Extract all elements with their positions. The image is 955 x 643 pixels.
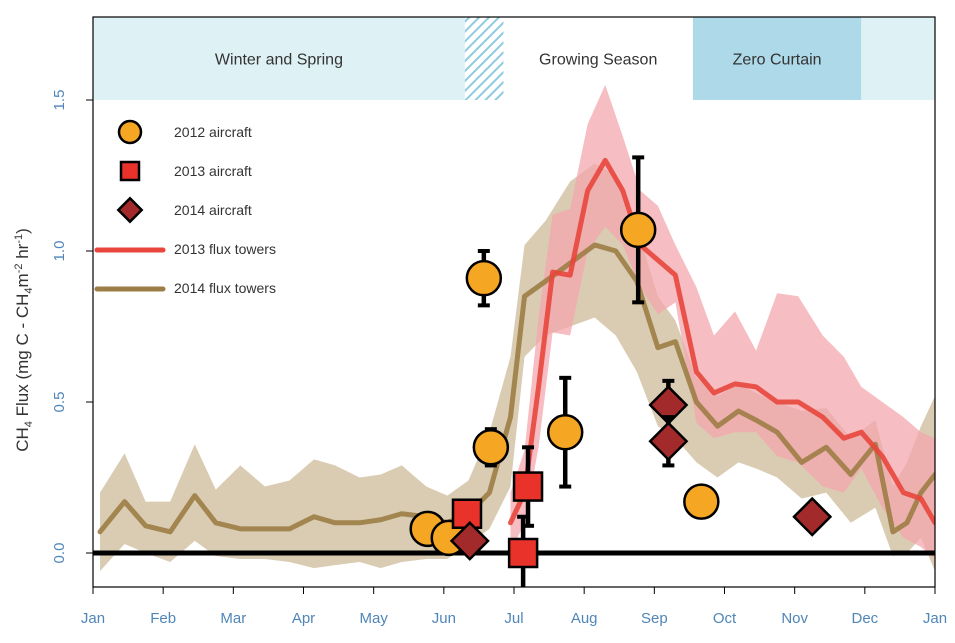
season-band-3 [692, 17, 862, 100]
season-band-0 [93, 17, 465, 100]
aircraft-point-square [507, 537, 539, 569]
x-tick-label: Jan [923, 610, 947, 627]
legend-label: 2014 flux towers [174, 280, 276, 296]
season-label: Zero Curtain [733, 52, 822, 69]
series-line-0 [97, 242, 935, 535]
x-tick-label: Jun [432, 610, 456, 627]
season-band-2 [503, 17, 693, 100]
y-tick-label: 0.5 [51, 392, 68, 413]
aircraft-point-square [451, 498, 483, 529]
y-tick-label: 1.5 [51, 90, 68, 111]
aircraft-point-circle [465, 259, 503, 297]
x-tick-label: Jul [504, 610, 523, 627]
x-tick-label: Feb [150, 610, 176, 627]
season-label: Winter and Spring [215, 52, 343, 69]
y-tick-label: 1.0 [51, 241, 68, 262]
aircraft-point-circle [619, 211, 657, 249]
legend-label: 2013 aircraft [174, 163, 252, 179]
x-tick-label: Mar [220, 610, 246, 627]
season-band-4 [861, 17, 935, 100]
aircraft-point-circle [683, 483, 720, 520]
season-bands: Winter and Spring Growing Season Zero Curt… [93, 17, 935, 100]
legend: 2012 aircraft 2013 aircraft 2014 aircraft 2… [94, 119, 276, 296]
legend-swatch-circle [117, 119, 143, 145]
y-axis-label: CH4 Flux (mg C - CH4m-2 hr-1) [13, 228, 35, 452]
aircraft-point-diamond [648, 421, 689, 462]
aircraft-point-diamond [449, 520, 490, 561]
y-tick-label: 0.0 [51, 543, 68, 564]
x-tick-label: Nov [781, 610, 808, 627]
x-tick-label: Jan [81, 610, 105, 627]
legend-label: 2014 aircraft [174, 202, 252, 218]
series-band-1 [510, 84, 935, 560]
x-tick-label: Dec [851, 610, 878, 627]
x-tick-label: Oct [713, 610, 737, 627]
aircraft-point-circle [472, 429, 510, 466]
plot-area [93, 84, 935, 587]
x-tick-label: Sep [641, 610, 668, 627]
x-tick-label: Apr [292, 610, 315, 627]
aircraft-point-square [512, 471, 544, 502]
legend-swatch-diamond [116, 196, 144, 224]
legend-label: 2013 flux towers [174, 241, 276, 257]
legend-swatch-square [119, 160, 141, 182]
season-band-1 [464, 17, 504, 100]
season-label: Growing Season [539, 52, 657, 69]
x-tick-label: May [359, 610, 388, 627]
aircraft-point-diamond [792, 496, 833, 537]
x-tick-label: Aug [571, 610, 598, 627]
axes: Jan Feb Mar Apr May Jun Jul Aug Sep Oct Nov Dec Jan 0… [51, 16, 947, 627]
aircraft-point-circle [546, 413, 584, 451]
series-line-1 [507, 157, 935, 526]
legend-label: 2012 aircraft [174, 124, 252, 140]
